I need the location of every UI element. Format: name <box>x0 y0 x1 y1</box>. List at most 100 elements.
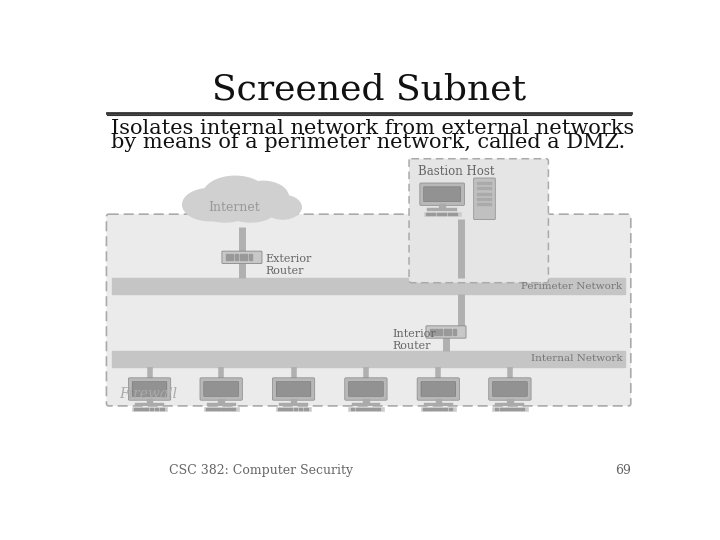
Bar <box>150 408 153 410</box>
Bar <box>495 408 498 410</box>
FancyBboxPatch shape <box>409 159 549 283</box>
Bar <box>216 408 220 410</box>
FancyBboxPatch shape <box>276 382 311 396</box>
Bar <box>235 254 238 260</box>
Bar <box>363 399 369 402</box>
Bar <box>226 254 229 260</box>
Bar <box>207 402 235 406</box>
Bar <box>500 408 503 410</box>
Ellipse shape <box>264 195 301 219</box>
Bar <box>218 399 224 402</box>
Bar <box>428 408 432 410</box>
Text: Exterior
Router: Exterior Router <box>265 254 312 276</box>
Bar <box>211 408 215 410</box>
Bar <box>431 213 436 215</box>
Bar <box>204 407 239 411</box>
Bar <box>276 407 311 411</box>
Bar <box>299 408 302 410</box>
Bar <box>155 408 158 410</box>
Bar <box>249 254 252 260</box>
Bar <box>444 408 447 410</box>
Bar <box>453 329 456 335</box>
Bar <box>348 407 384 411</box>
Bar <box>112 351 626 367</box>
Bar <box>505 408 508 410</box>
Bar <box>147 399 152 402</box>
FancyBboxPatch shape <box>348 382 383 396</box>
Text: Firewall: Firewall <box>120 387 178 401</box>
FancyBboxPatch shape <box>132 382 167 396</box>
Bar <box>134 408 138 410</box>
Text: CSC 382: Computer Security: CSC 382: Computer Security <box>169 464 354 477</box>
Bar <box>495 402 524 406</box>
Bar <box>423 212 461 216</box>
Ellipse shape <box>202 195 282 217</box>
FancyBboxPatch shape <box>200 378 243 400</box>
Text: Isolates internal network from external networks: Isolates internal network from external … <box>111 119 634 138</box>
Bar <box>206 408 210 410</box>
Bar <box>477 193 492 195</box>
Text: Interior
Router: Interior Router <box>392 329 436 350</box>
FancyBboxPatch shape <box>420 183 464 205</box>
Bar <box>426 213 430 215</box>
Bar <box>477 204 492 206</box>
Bar <box>420 407 456 411</box>
Bar <box>449 408 452 410</box>
Bar <box>294 408 297 410</box>
FancyBboxPatch shape <box>492 382 527 396</box>
Bar <box>507 399 513 402</box>
Bar <box>376 408 380 410</box>
Bar <box>477 182 492 185</box>
Text: Screened Subnet: Screened Subnet <box>212 72 526 106</box>
Bar <box>160 408 163 410</box>
Bar <box>444 329 447 335</box>
Bar <box>510 408 514 410</box>
Bar <box>477 198 492 201</box>
Ellipse shape <box>227 201 274 222</box>
Bar <box>221 408 225 410</box>
Bar <box>515 408 519 410</box>
Bar <box>423 408 427 410</box>
Bar <box>477 187 492 190</box>
Bar <box>244 254 248 260</box>
Text: Bastion Host: Bastion Host <box>418 165 494 178</box>
Ellipse shape <box>238 181 289 213</box>
FancyBboxPatch shape <box>423 187 461 201</box>
FancyBboxPatch shape <box>128 378 171 400</box>
FancyBboxPatch shape <box>417 378 459 400</box>
Bar <box>371 408 375 410</box>
Text: by means of a perimeter network, called a DMZ.: by means of a perimeter network, called … <box>111 133 625 152</box>
Ellipse shape <box>202 201 248 222</box>
Bar <box>439 204 445 208</box>
FancyBboxPatch shape <box>272 378 315 400</box>
Bar <box>135 402 164 406</box>
Bar <box>145 408 148 410</box>
FancyBboxPatch shape <box>426 326 466 338</box>
Bar <box>442 213 446 215</box>
Bar <box>226 408 230 410</box>
FancyBboxPatch shape <box>421 382 456 396</box>
Bar <box>439 329 442 335</box>
FancyBboxPatch shape <box>345 378 387 400</box>
FancyBboxPatch shape <box>107 214 631 406</box>
Ellipse shape <box>183 188 237 221</box>
Bar <box>433 408 437 410</box>
Text: 69: 69 <box>615 464 631 477</box>
Bar <box>351 408 354 410</box>
Bar <box>448 213 451 215</box>
Bar <box>230 254 233 260</box>
Bar <box>427 208 457 211</box>
Bar <box>492 407 528 411</box>
Bar <box>424 402 453 406</box>
Bar <box>291 399 296 402</box>
Text: Internal Network: Internal Network <box>531 354 622 363</box>
Bar <box>289 408 292 410</box>
Bar <box>112 278 626 294</box>
FancyBboxPatch shape <box>204 382 238 396</box>
Bar <box>140 408 143 410</box>
Bar <box>436 399 441 402</box>
Bar <box>453 213 457 215</box>
Bar <box>132 407 167 411</box>
Bar <box>520 408 524 410</box>
Bar <box>231 408 235 410</box>
